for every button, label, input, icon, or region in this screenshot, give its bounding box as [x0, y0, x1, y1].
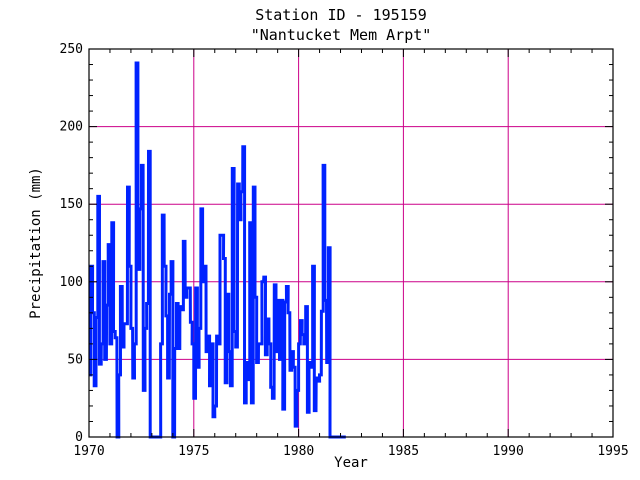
x-tick-label: 1975 [178, 444, 209, 459]
series-layer [89, 61, 346, 439]
x-tick-label: 1970 [73, 444, 104, 459]
chart-title: Station ID - 195159 [255, 6, 427, 24]
y-tick-label: 200 [60, 120, 83, 135]
grid-lines [89, 49, 613, 437]
series-line [89, 61, 346, 439]
y-tick-label: 150 [60, 197, 83, 212]
x-tick-label: 1995 [597, 444, 628, 459]
x-tick-label: 1980 [283, 444, 314, 459]
y-tick-label: 50 [67, 352, 83, 367]
plot-frame [88, 48, 614, 438]
series-group [89, 61, 346, 439]
y-tick-label: 250 [60, 42, 83, 57]
chart-subtitle: "Nantucket Mem Arpt" [251, 26, 432, 44]
x-axis-label: Year [334, 455, 368, 471]
x-tick-label: 1985 [388, 444, 419, 459]
axis-ticks: 1970 1975 1980 1985 1990 1995 0 50 100 150 200 250 [60, 42, 629, 459]
y-axis-label: Precipitation (mm) [28, 167, 44, 319]
y-tick-label: 0 [75, 430, 83, 445]
x-tick-label: 1990 [493, 444, 524, 459]
y-tick-label: 100 [60, 275, 83, 290]
